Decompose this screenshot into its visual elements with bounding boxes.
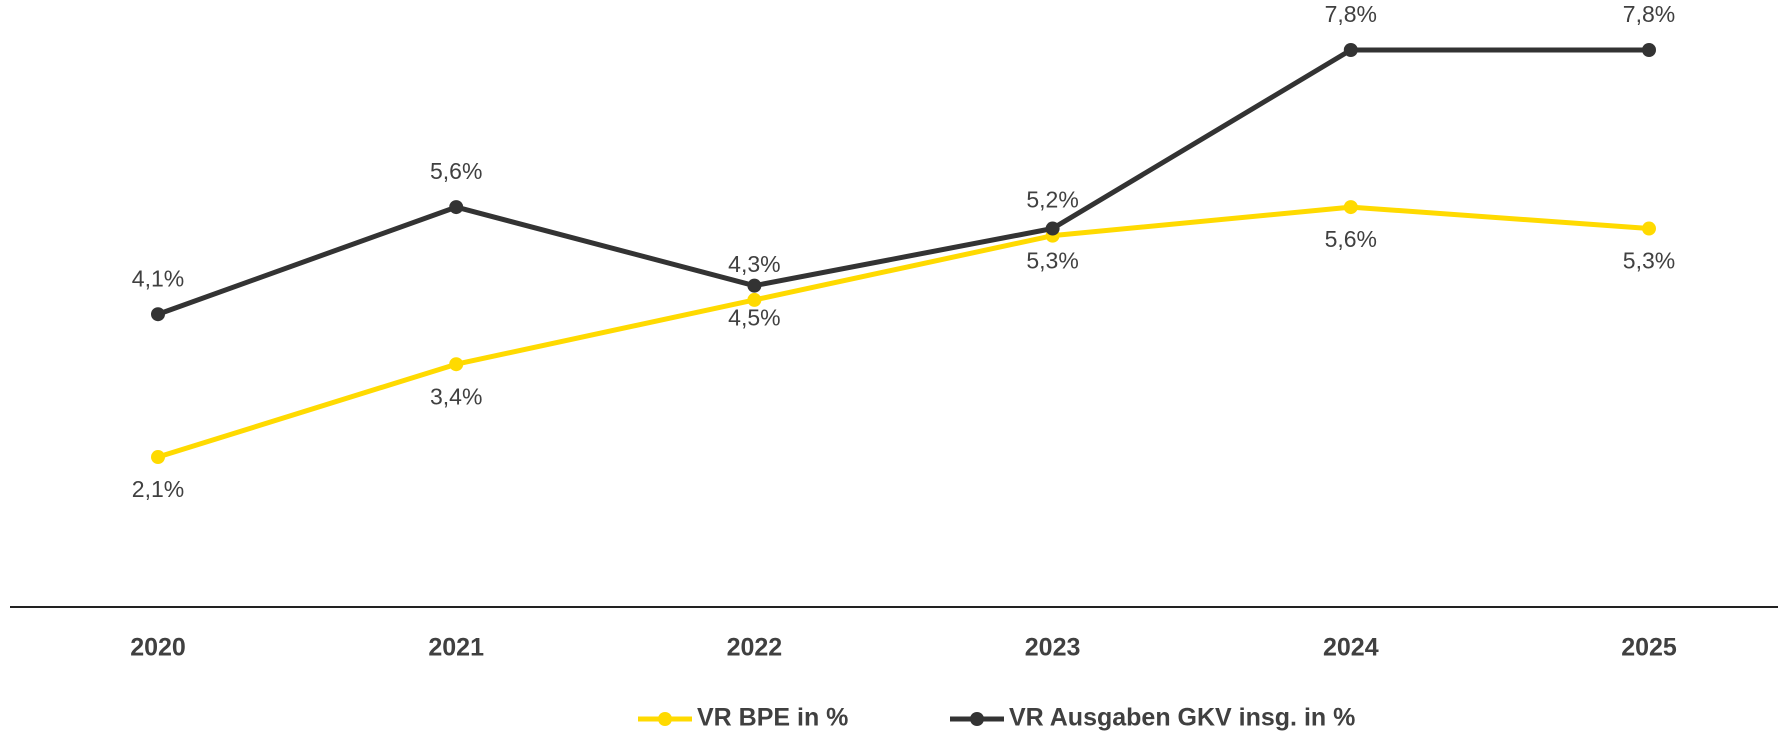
legend-label: VR BPE in % (697, 704, 848, 732)
data-label: 5,3% (1623, 248, 1675, 274)
x-tick-label: 2020 (130, 634, 186, 662)
legend-label: VR Ausgaben GKV insg. in % (1009, 704, 1355, 732)
x-tick-label: 2022 (727, 634, 783, 662)
series-line (157, 47, 1649, 317)
series-line (157, 204, 1650, 460)
data-label: 5,2% (1026, 187, 1078, 213)
data-label: 4,1% (132, 265, 184, 291)
data-label: 5,3% (1026, 248, 1078, 274)
data-label: 4,5% (728, 305, 780, 331)
data-point (1343, 42, 1358, 57)
data-label: 4,3% (728, 251, 780, 277)
x-tick-label: 2023 (1025, 634, 1081, 662)
data-label: 3,4% (430, 383, 482, 409)
x-tick-label: 2021 (428, 634, 484, 662)
data-label: 7,8% (1325, 1, 1377, 27)
legend-swatch-marker (658, 712, 672, 726)
legend-swatch-marker (970, 712, 984, 726)
data-point (151, 307, 165, 322)
data-point (747, 292, 762, 307)
data-label: 5,6% (430, 158, 482, 184)
data-point (1642, 221, 1656, 236)
data-point (1045, 221, 1060, 236)
data-label: 7,8% (1623, 1, 1675, 27)
data-point (1343, 200, 1358, 215)
data-point (747, 278, 762, 293)
data-point (449, 200, 464, 215)
data-point (1642, 42, 1656, 57)
x-tick-label: 2025 (1621, 634, 1677, 662)
data-point (151, 450, 165, 465)
data-label: 2,1% (132, 476, 184, 502)
data-point (449, 357, 464, 372)
data-label: 5,6% (1325, 226, 1377, 252)
x-tick-label: 2024 (1323, 634, 1379, 662)
